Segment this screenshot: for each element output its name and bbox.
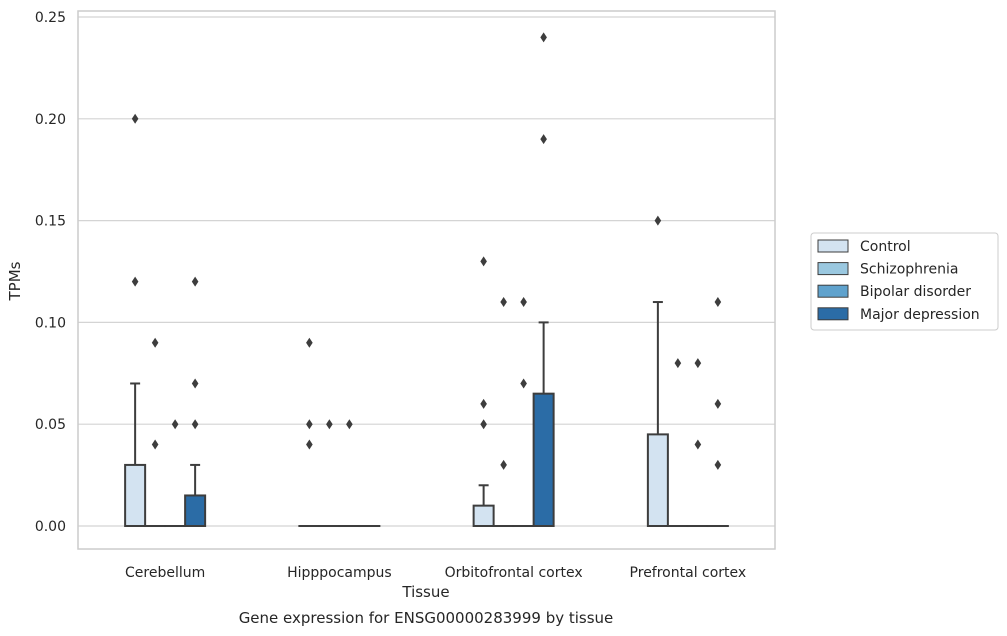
box-group [686, 358, 709, 528]
x-tick-label: Prefrontal cortex [630, 565, 747, 581]
y-axis-ticks: 0.00 0.05 0.10 0.15 0.20 0.25 [35, 10, 66, 535]
outlier-point [654, 215, 662, 226]
plot-area-frame [77, 10, 776, 550]
outlier-point [694, 358, 702, 369]
outlier-point [500, 459, 507, 470]
outlier-point [480, 256, 487, 267]
x-axis-ticks: Cerebellum Hipppocampus Orbitofrontal cort… [125, 565, 746, 581]
outlier-point [151, 337, 159, 348]
gridlines [78, 16, 775, 527]
outlier-point [480, 398, 487, 409]
box-group [124, 113, 147, 528]
y-tick-label: 0.05 [35, 417, 66, 433]
legend-swatch [817, 307, 849, 321]
legend-label: Bipolar disorder [860, 284, 971, 300]
box [472, 504, 495, 528]
box [124, 463, 147, 528]
outlier-point [520, 297, 527, 308]
outlier-point [346, 419, 353, 430]
outlier-point [694, 439, 702, 450]
box-group [184, 276, 207, 527]
outlier-point [714, 459, 722, 470]
outlier-point [171, 419, 179, 430]
x-tick-label: Orbitofrontal cortex [445, 565, 583, 581]
box-group [492, 297, 515, 528]
box-group [318, 419, 341, 528]
box-group [706, 297, 729, 528]
y-tick-label: 0.10 [35, 315, 66, 331]
outlier-point [131, 276, 139, 287]
y-axis-label: TPMs [6, 261, 24, 301]
outlier-point [674, 358, 682, 369]
outlier-point [131, 113, 139, 124]
outlier-point [714, 398, 722, 409]
legend-label: Schizophrenia [860, 262, 958, 278]
box-group [472, 256, 495, 528]
legend-swatch [817, 239, 849, 253]
box-group [338, 419, 361, 528]
outlier-point [306, 337, 313, 348]
box [532, 392, 555, 527]
legend-label: Control [860, 239, 911, 255]
box-group [512, 297, 535, 528]
box-group [532, 32, 555, 527]
box-group [164, 419, 187, 528]
outlier-point [326, 419, 333, 430]
legend: Control Schizophrenia Bipolar disorder Majo… [810, 232, 999, 331]
x-tick-label: Hipppocampus [287, 565, 392, 581]
y-tick-label: 0.20 [35, 112, 66, 128]
x-axis-label: Tissue [401, 583, 449, 601]
outlier-point [480, 419, 487, 430]
outlier-point [306, 419, 313, 430]
outlier-point [191, 378, 199, 389]
y-tick-label: 0.15 [35, 214, 66, 230]
outlier-point [151, 439, 159, 450]
legend-swatch [817, 284, 849, 298]
box [184, 494, 207, 527]
box-group [144, 337, 167, 528]
legend-frame [810, 232, 999, 331]
outlier-point [520, 378, 527, 389]
outlier-point [191, 276, 199, 287]
outlier-point [306, 439, 313, 450]
outlier-point [540, 134, 547, 145]
outlier-point [500, 297, 507, 308]
box-group [646, 215, 669, 528]
box [646, 433, 669, 528]
box-group [298, 337, 321, 528]
outlier-point [714, 297, 722, 308]
chart-caption: Gene expression for ENSG00000283999 by t… [239, 609, 614, 627]
outlier-point [540, 32, 547, 43]
y-tick-label: 0.25 [35, 10, 66, 26]
x-tick-label: Cerebellum [125, 565, 205, 581]
legend-swatch [817, 262, 849, 276]
box-marks [124, 32, 729, 528]
outlier-point [191, 419, 199, 430]
legend-label: Major depression [860, 307, 980, 323]
box-group [666, 358, 689, 528]
y-tick-label: 0.00 [35, 519, 66, 535]
